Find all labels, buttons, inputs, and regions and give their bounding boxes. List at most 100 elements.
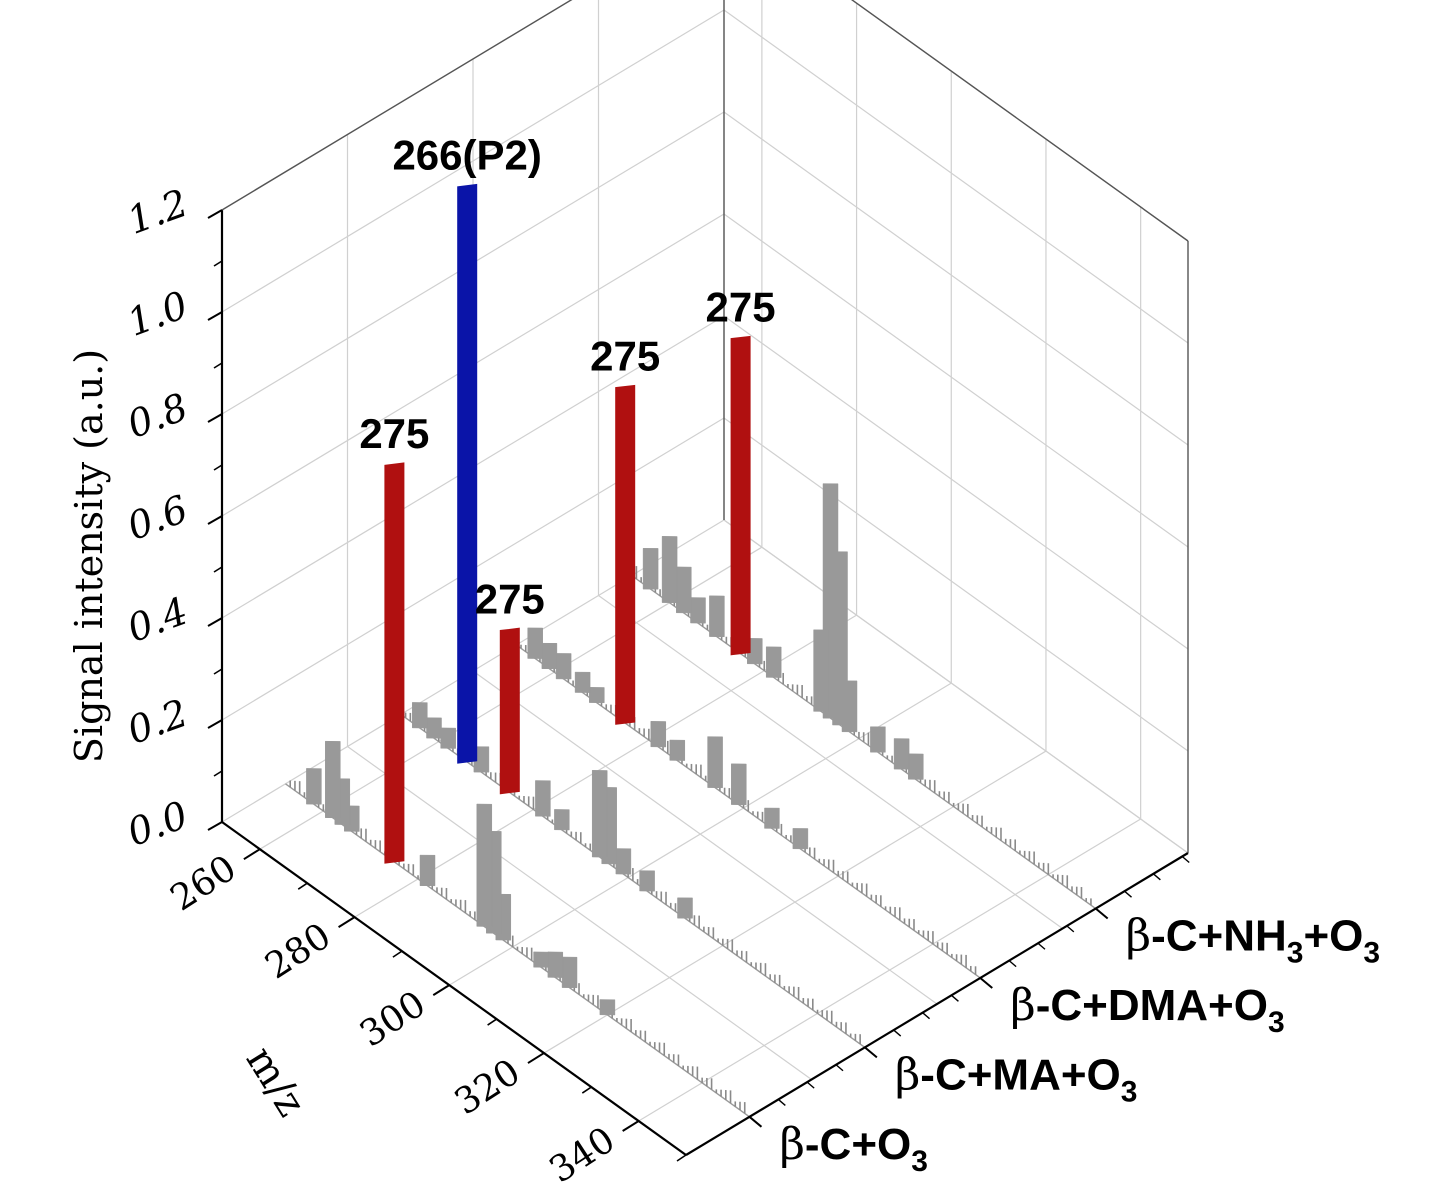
z-minor-tick — [213, 668, 223, 675]
mz-minor-tick — [676, 1154, 687, 1162]
highlight-bar-275 — [384, 462, 405, 864]
spectrum-bar — [661, 536, 678, 604]
spectrum-bar — [893, 738, 910, 770]
spectrum-bar — [541, 642, 558, 670]
sample-gridline-floor — [598, 595, 1063, 929]
z-tick-label: 0.6 — [122, 487, 194, 549]
z-gridline-right — [723, 315, 1189, 650]
sample-label-rest: -C+MA+O — [920, 1050, 1120, 1099]
z-tick-label: 0.8 — [122, 385, 194, 447]
mz-tick-label: 340 — [542, 1119, 622, 1190]
spectrum-bar — [574, 671, 591, 693]
sample-label-sub: 3 — [911, 1145, 928, 1178]
spectrum-bar — [690, 597, 706, 624]
sample-label-sub: 3 — [1121, 1075, 1138, 1108]
mz-minor-tick — [392, 950, 403, 958]
mz-axis-line — [221, 821, 687, 1156]
z-gridline-right — [723, 417, 1189, 752]
spectrum-bar — [677, 897, 693, 919]
spectrum-bar — [650, 721, 667, 748]
spectrum-bar — [792, 828, 809, 850]
spectrum-bar — [709, 595, 725, 638]
back-wall-mz — [724, 0, 1188, 853]
sample-minor-tick — [777, 1098, 786, 1106]
z-tick-mark — [207, 413, 223, 423]
sample-label: β-C+O3 — [779, 1119, 927, 1178]
spectrum-bar — [813, 629, 829, 712]
spectrum-bar — [555, 653, 572, 680]
z-tick-mark — [207, 617, 223, 627]
sample-label-main: β — [895, 1049, 920, 1100]
sample-label: β-C+MA+O3 — [895, 1049, 1138, 1108]
z-tick-mark — [207, 209, 223, 219]
sample-minor-tick — [835, 1064, 844, 1072]
sample-minor-tick — [1008, 960, 1017, 968]
peak-label: 275 — [590, 333, 660, 380]
sample-gridline-floor — [723, 519, 1189, 854]
highlight-bar-275 — [615, 384, 636, 725]
spectrum-bar — [764, 807, 780, 829]
spectrum-bar — [561, 956, 578, 989]
sample-gridline-floor — [472, 670, 938, 1005]
z-minor-tick — [213, 566, 223, 573]
sample-minor-tick — [893, 1029, 902, 1037]
z-tick-mark — [207, 311, 223, 321]
z-minor-tick — [213, 464, 223, 471]
z-gridline-right — [723, 213, 1189, 548]
z-minor-tick — [213, 362, 223, 369]
spectrum-bar — [419, 854, 436, 887]
spectrum-bar — [306, 768, 322, 805]
z-gridline-right — [723, 111, 1189, 446]
sample-minor-tick — [1181, 855, 1190, 864]
sample-tick-mark — [864, 1046, 878, 1059]
z-tick-mark — [207, 719, 223, 729]
mz-tick-mark — [622, 1120, 640, 1132]
spectrum-bar — [642, 548, 659, 590]
z-gridline-right — [723, 9, 1189, 344]
z-tick-label: 0.4 — [122, 589, 194, 651]
bar-layer — [306, 183, 924, 1016]
sample-label-rest: -C+O — [805, 1120, 911, 1169]
spectrum-bar — [412, 702, 428, 729]
sample-tick-mark — [979, 977, 993, 989]
sample-label: β-C+DMA+O3 — [1010, 980, 1284, 1039]
spectrum-bar — [533, 951, 549, 968]
sample-label-main: β — [1010, 980, 1035, 1031]
sample-minor-tick — [806, 1081, 815, 1089]
spectrum-bar — [765, 646, 782, 678]
mz-tick-label: 320 — [448, 1052, 528, 1124]
spectrum-bar — [615, 848, 632, 875]
mz-axis-title: m/z — [237, 1039, 314, 1125]
sample-minor-tick — [1037, 942, 1046, 950]
spectrum-bar — [476, 803, 493, 927]
sample-label-main: β — [779, 1119, 804, 1170]
sample-label-rest: -C+NH — [1151, 912, 1287, 961]
z-tick-mark — [207, 515, 223, 525]
sample-label-rest: -C+DMA+O — [1036, 981, 1268, 1030]
mz-tick-mark — [338, 916, 356, 928]
sample-label-sub2: 3 — [1363, 937, 1380, 970]
spectrum-bar — [554, 809, 570, 831]
peak-label: 275 — [475, 575, 545, 622]
spectrum-bar — [676, 566, 692, 614]
sample-label-tail: +O — [1303, 912, 1363, 961]
sample-tick-mark — [748, 1116, 763, 1128]
highlight-bar-266 — [457, 183, 478, 764]
spectrum-bar — [426, 717, 442, 739]
spectrum-bar — [599, 999, 616, 1016]
mz-minor-tick — [487, 1018, 498, 1026]
mz-minor-tick — [581, 1086, 592, 1094]
z-tick-label: 0.0 — [122, 793, 194, 855]
mz-minor-tick — [297, 882, 308, 890]
sample-tick-mark — [1095, 907, 1109, 920]
z-tick-mark — [207, 821, 223, 831]
sample-minor-tick — [1066, 925, 1075, 933]
spectrum-bar — [440, 727, 456, 749]
spectrum-bar — [527, 627, 543, 659]
z-tick-label: 1.2 — [122, 181, 194, 243]
sample-label-sub: 3 — [1268, 1006, 1285, 1039]
mz-tick-mark — [243, 848, 261, 861]
mz-tick-label: 280 — [258, 916, 338, 988]
